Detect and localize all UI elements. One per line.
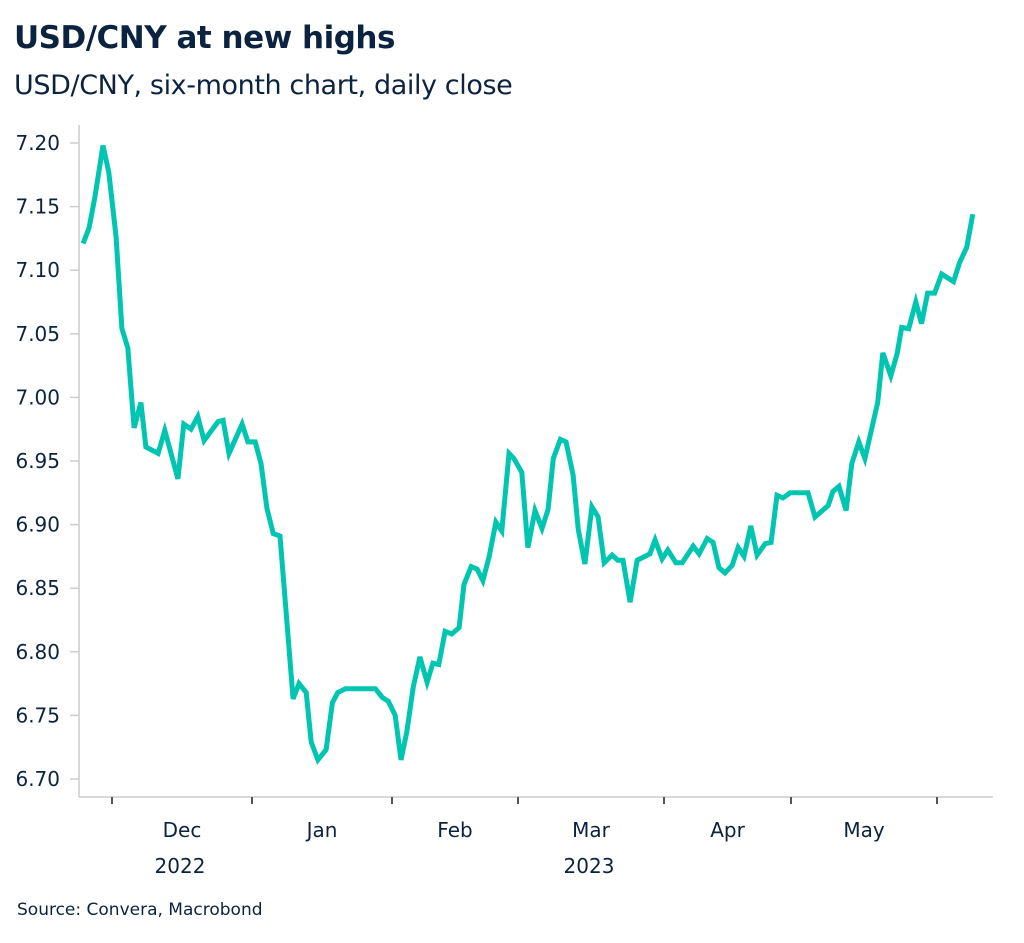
x-year-label: 2023 xyxy=(564,854,615,878)
y-tick-label: 6.90 xyxy=(15,513,60,537)
y-axis-ticks: 7.20 7.15 7.10 7.05 7.00 6.95 6.90 6.85 6.80 6.75… xyxy=(15,131,79,791)
y-tick-label: 7.20 xyxy=(15,131,60,155)
y-tick-label: 6.75 xyxy=(15,703,60,727)
chart-subtitle: USD/CNY, six-month chart, daily close xyxy=(14,70,513,101)
x-month-label: Dec xyxy=(163,818,202,842)
y-tick-label: 7.15 xyxy=(15,195,60,219)
y-tick-label: 7.10 xyxy=(15,258,60,282)
x-axis-labels: Dec Jan Feb Mar Apr May 2022 2023 xyxy=(155,818,885,878)
y-tick-label: 6.70 xyxy=(15,767,60,791)
x-month-label: May xyxy=(843,818,885,842)
y-tick-label: 7.05 xyxy=(15,322,60,346)
chart-title: USD/CNY at new highs xyxy=(14,20,395,56)
x-month-label: Apr xyxy=(710,818,745,842)
y-tick-label: 6.95 xyxy=(15,449,60,473)
x-axis-ticks xyxy=(111,797,938,804)
x-month-label: Jan xyxy=(305,818,338,842)
y-tick-label: 7.00 xyxy=(15,385,60,409)
x-month-label: Mar xyxy=(572,818,611,842)
y-tick-label: 6.80 xyxy=(15,640,60,664)
x-month-label: Feb xyxy=(437,818,472,842)
y-tick-label: 6.85 xyxy=(15,576,60,600)
series-line-usd-cny xyxy=(80,144,976,765)
x-year-label: 2022 xyxy=(155,854,206,878)
source-note: Source: Convera, Macrobond xyxy=(17,900,263,920)
